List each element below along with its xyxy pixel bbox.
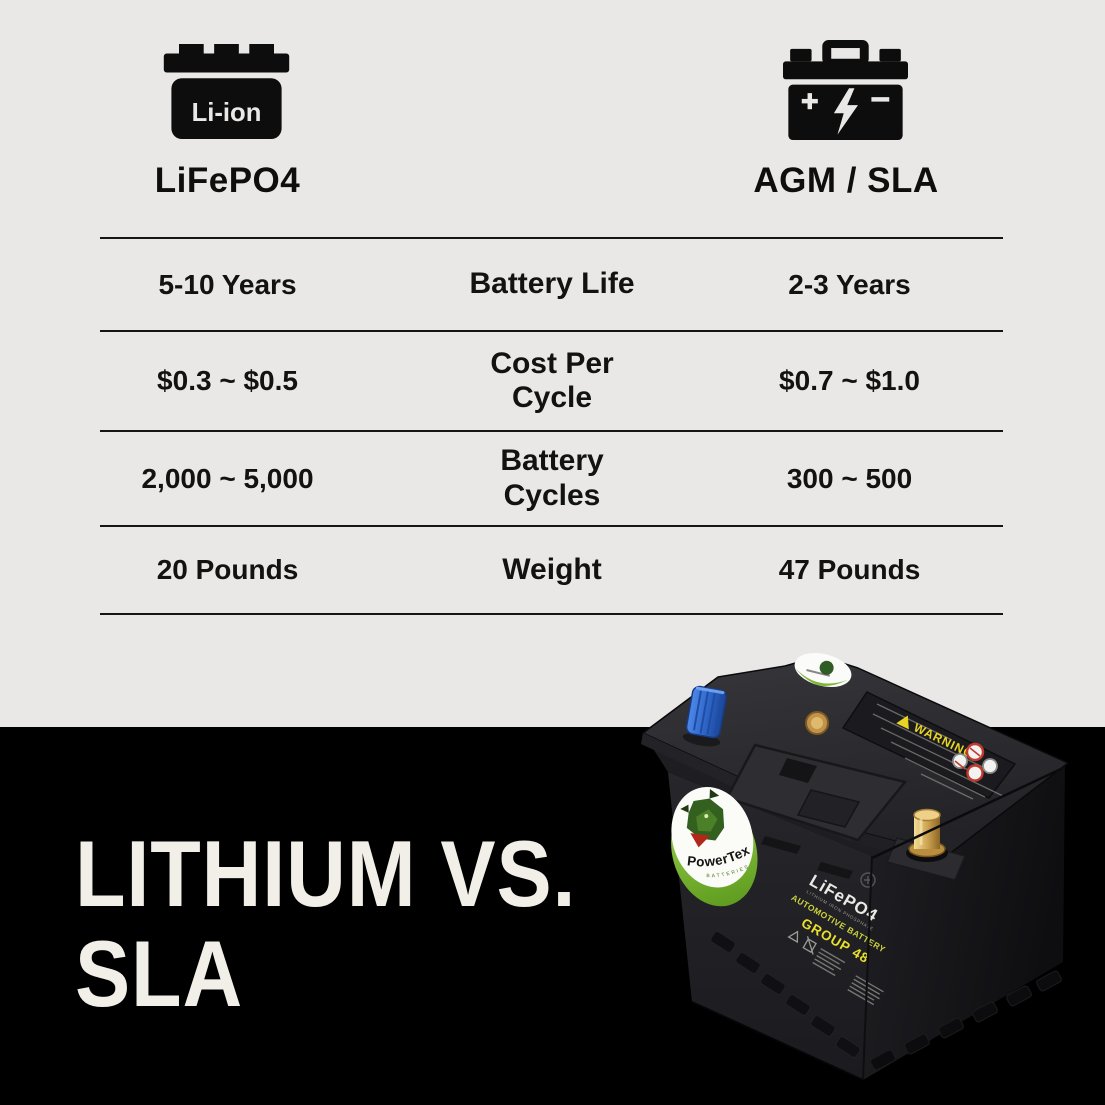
column-header-agm-sla: AGM / SLA xyxy=(753,161,939,200)
column-header-lifepo4: LiFePO4 xyxy=(154,161,301,200)
lifepo4-battery-life: 5-10 Years xyxy=(158,268,297,300)
lifepo4-weight: 20 Pounds xyxy=(156,554,299,585)
metric-battery-cycles: Battery Cycles xyxy=(500,444,604,512)
panther-head-icon xyxy=(680,789,725,848)
agm-sla-battery-icon xyxy=(783,40,908,140)
lid-brand-badge xyxy=(794,652,852,688)
warning-triangle-icon xyxy=(896,715,909,730)
front-side-seam xyxy=(862,855,873,1081)
lid-notch xyxy=(796,789,861,828)
lid-round-port-center xyxy=(811,717,823,729)
front-edge-ribs xyxy=(710,931,861,1058)
table-row: 2,000 ~ 5,000 Battery Cycles 300 ~ 500 xyxy=(100,430,1003,525)
li-ion-icon-text: Li-ion xyxy=(192,99,262,127)
lifepo4-cost-per-cycle: $0.3 ~ $0.5 xyxy=(157,365,298,396)
lightning-bolt-icon xyxy=(833,88,858,135)
hazard-circle-icons xyxy=(952,742,998,782)
front-bottom-edge xyxy=(691,1001,864,1081)
battery-product-image: WARNING xyxy=(641,652,1069,1081)
powertex-logo: PowerTex BATTERIES xyxy=(671,786,758,907)
badge-panther-icon xyxy=(819,660,834,675)
metric-cost-per-cycle: Cost Per Cycle xyxy=(490,346,614,415)
agm-cost-per-cycle: $0.7 ~ $1.0 xyxy=(779,365,920,396)
recycle-icon xyxy=(787,930,817,955)
blue-terminal-cap xyxy=(682,685,727,747)
agm-battery-life: 2-3 Years xyxy=(788,268,911,300)
agm-weight: 47 Pounds xyxy=(778,554,921,585)
table-row: 20 Pounds Weight 47 Pounds xyxy=(100,525,1003,613)
side-edge-ribs xyxy=(870,970,1062,1071)
lid-slot xyxy=(779,758,817,783)
agm-battery-cycles: 300 ~ 500 xyxy=(786,462,913,494)
front-vent xyxy=(817,862,853,879)
minus-terminal-mark xyxy=(871,97,890,102)
comparison-table: 5-10 Years Battery Life 2-3 Years $0.3 ~… xyxy=(100,237,1003,615)
front-vent xyxy=(761,836,801,854)
battery-lid xyxy=(642,655,1069,856)
page-title: LITHIUM VS. SLA xyxy=(75,821,577,1026)
li-ion-battery-icon: Li-ion xyxy=(163,44,290,139)
table-row: $0.3 ~ $0.5 Cost Per Cycle $0.7 ~ $1.0 xyxy=(100,330,1003,430)
metric-battery-life: Battery Life xyxy=(469,267,635,301)
lid-case-seam xyxy=(871,766,1064,860)
table-row: 5-10 Years Battery Life 2-3 Years xyxy=(100,237,1003,330)
metric-weight: Weight xyxy=(502,552,602,586)
lifepo4-battery-cycles: 2,000 ~ 5,000 xyxy=(141,462,314,494)
